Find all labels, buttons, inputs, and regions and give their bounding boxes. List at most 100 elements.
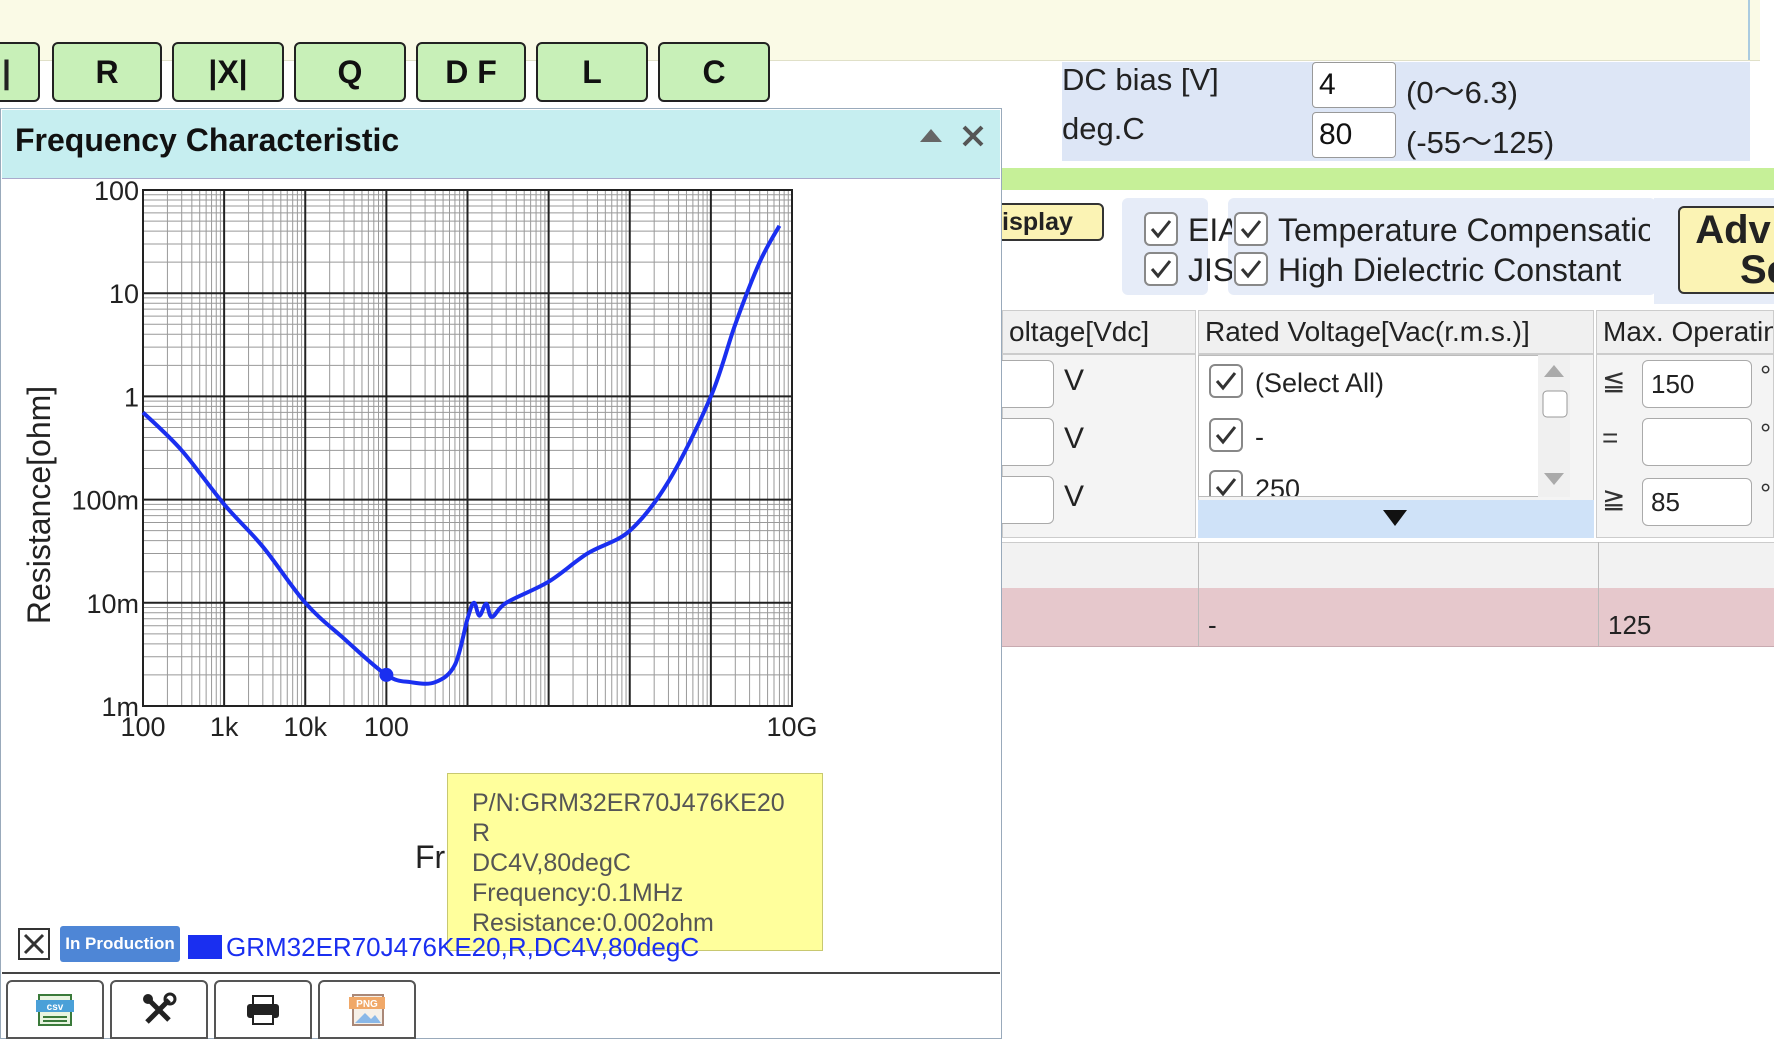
scroll-up-icon: [1544, 365, 1564, 377]
max-temp-ge-input[interactable]: 85: [1642, 478, 1752, 526]
bias-panel: [1062, 62, 1750, 161]
close-icon[interactable]: [958, 118, 988, 152]
y-tick-label: 1m: [101, 692, 139, 722]
table-row[interactable]: [1002, 588, 1774, 647]
x-tick-label: 100: [364, 712, 409, 742]
legend-color-swatch: [188, 935, 222, 959]
data-tooltip: P/N:GRM32ER70J476KE20 R DC4V,80degC Freq…: [447, 773, 823, 951]
temperature-compensation-checkbox[interactable]: [1234, 212, 1268, 246]
mode-button-l[interactable]: L: [536, 42, 648, 102]
tooltip-frequency: Frequency:0.1MHz: [472, 879, 684, 907]
png-icon: PNG: [349, 993, 385, 1026]
toolbar-divider: [2, 972, 1000, 974]
temperature-range: (-55～125): [1406, 125, 1555, 160]
rated-list-scrollbar[interactable]: [1538, 355, 1570, 497]
x-tick-label: 10G: [766, 712, 817, 742]
voltage-unit: V: [1064, 364, 1085, 397]
voltage-unit: V: [1064, 480, 1085, 513]
dc-bias-input[interactable]: 4: [1312, 62, 1396, 108]
dc-bias-range: (0～6.3): [1406, 75, 1518, 110]
mode-button-partial[interactable]: |: [0, 42, 40, 102]
csv-export-button[interactable]: csv: [6, 980, 104, 1039]
y-tick-label: 100: [94, 180, 139, 206]
window-title: Frequency Characteristic: [15, 122, 400, 158]
mode-button-q[interactable]: Q: [294, 42, 406, 102]
temperature-label: deg.C: [1062, 111, 1145, 146]
jis-checkbox[interactable]: [1144, 252, 1178, 286]
temperature-input[interactable]: 80: [1312, 112, 1396, 158]
png-export-button[interactable]: PNG: [318, 980, 416, 1039]
eia-checkbox[interactable]: [1144, 212, 1178, 246]
temperature-compensation-label: Temperature Compensation: [1278, 212, 1650, 248]
table-cell-max-temp: 125: [1608, 610, 1652, 640]
collapse-icon[interactable]: [918, 126, 944, 144]
250-checkbox[interactable]: [1209, 470, 1243, 496]
x-tick-label: 100: [120, 712, 165, 742]
y-tick-label: 100m: [71, 486, 139, 516]
jis-label: JIS: [1188, 252, 1232, 288]
degree-symbol: °: [1760, 418, 1772, 449]
x-axis-label: Fr: [415, 839, 446, 875]
in-production-badge: In Production: [60, 926, 180, 962]
legend-series-label: GRM32ER70J476KE20,R,DC4V,80degC: [226, 932, 700, 962]
y-tick-label: 10: [109, 279, 139, 309]
column-divider: [1198, 542, 1199, 646]
list-item: 250: [1255, 474, 1301, 497]
dash-checkbox[interactable]: [1209, 418, 1243, 452]
eq-operator: =: [1602, 422, 1619, 453]
max-temp-le-input[interactable]: 150: [1642, 360, 1752, 408]
y-tick-label: 10m: [86, 589, 139, 619]
highlight-point: [379, 667, 394, 682]
major-grid: [142, 189, 793, 707]
column-header-voltage-vdc: oltage[Vdc]: [1002, 310, 1196, 354]
print-icon: [247, 994, 279, 1025]
voltage-unit: V: [1064, 422, 1085, 455]
plot-frame: [142, 189, 793, 707]
tooltip-resistance: Resistance:0.002ohm: [472, 909, 714, 937]
list-item: (Select All): [1255, 368, 1385, 398]
rated-voltage-list[interactable]: (Select All) - 250: [1198, 355, 1542, 497]
table-cell-rated: -: [1208, 610, 1217, 640]
top-strip: [0, 0, 1760, 61]
column-header-max-temp: Max. Operatin: [1596, 310, 1774, 354]
mode-button-x[interactable]: |X|: [172, 42, 284, 102]
high-dielectric-checkbox[interactable]: [1234, 252, 1268, 286]
window-title-bar[interactable]: [2, 110, 1000, 179]
scroll-thumb: [1542, 390, 1568, 418]
top-strip-divider: [1748, 0, 1750, 60]
print-button[interactable]: [214, 980, 312, 1039]
le-operator: ≦: [1602, 365, 1626, 396]
mode-button-df[interactable]: D F: [416, 42, 526, 102]
svg-text:PNG: PNG: [356, 999, 378, 1010]
display-button[interactable]: isplay: [990, 203, 1104, 241]
ge-operator: ≧: [1602, 483, 1626, 514]
degree-symbol: °: [1760, 478, 1772, 509]
tooltip-part-number: P/N:GRM32ER70J476KE20: [472, 789, 785, 817]
tooltip-part-number-cont: R: [472, 819, 491, 847]
column-header-rated-vac: Rated Voltage[Vac(r.m.s.)]: [1198, 310, 1594, 354]
advanced-search-line2: Se: [1740, 248, 1774, 292]
mode-button-r[interactable]: R: [52, 42, 162, 102]
scroll-down-icon: [1544, 473, 1564, 485]
degree-symbol: °: [1760, 360, 1772, 391]
section-divider-bar: [1002, 168, 1774, 190]
result-table-header: [1002, 542, 1774, 590]
resistance-chart[interactable]: 1m 10m 100m 1 10 100 100 1k 10k 100 10G Resistance…: [0, 180, 1000, 940]
tools-icon: [143, 992, 177, 1024]
max-temp-eq-input[interactable]: [1642, 418, 1752, 466]
rated-list-expand-button[interactable]: [1198, 500, 1594, 538]
mode-button-c[interactable]: C: [658, 42, 770, 102]
advanced-search-button[interactable]: Adv Se: [1678, 206, 1774, 294]
svg-text:csv: csv: [47, 1002, 64, 1013]
list-item: -: [1255, 422, 1264, 452]
select-all-checkbox[interactable]: [1209, 364, 1243, 398]
legend-remove-icon[interactable]: [18, 928, 50, 960]
category-filter-box: [1228, 198, 1656, 295]
eia-label: EIA: [1188, 212, 1232, 248]
x-tick-label: 1k: [210, 712, 239, 742]
expand-down-icon: [1383, 510, 1407, 526]
tooltip-condition: DC4V,80degC: [472, 849, 631, 877]
settings-tool-button[interactable]: [110, 980, 208, 1039]
y-tick-label: 1: [124, 382, 139, 412]
tick-labels: 1m 10m 100m 1 10 100 100 1k 10k 100 10G: [71, 180, 817, 742]
